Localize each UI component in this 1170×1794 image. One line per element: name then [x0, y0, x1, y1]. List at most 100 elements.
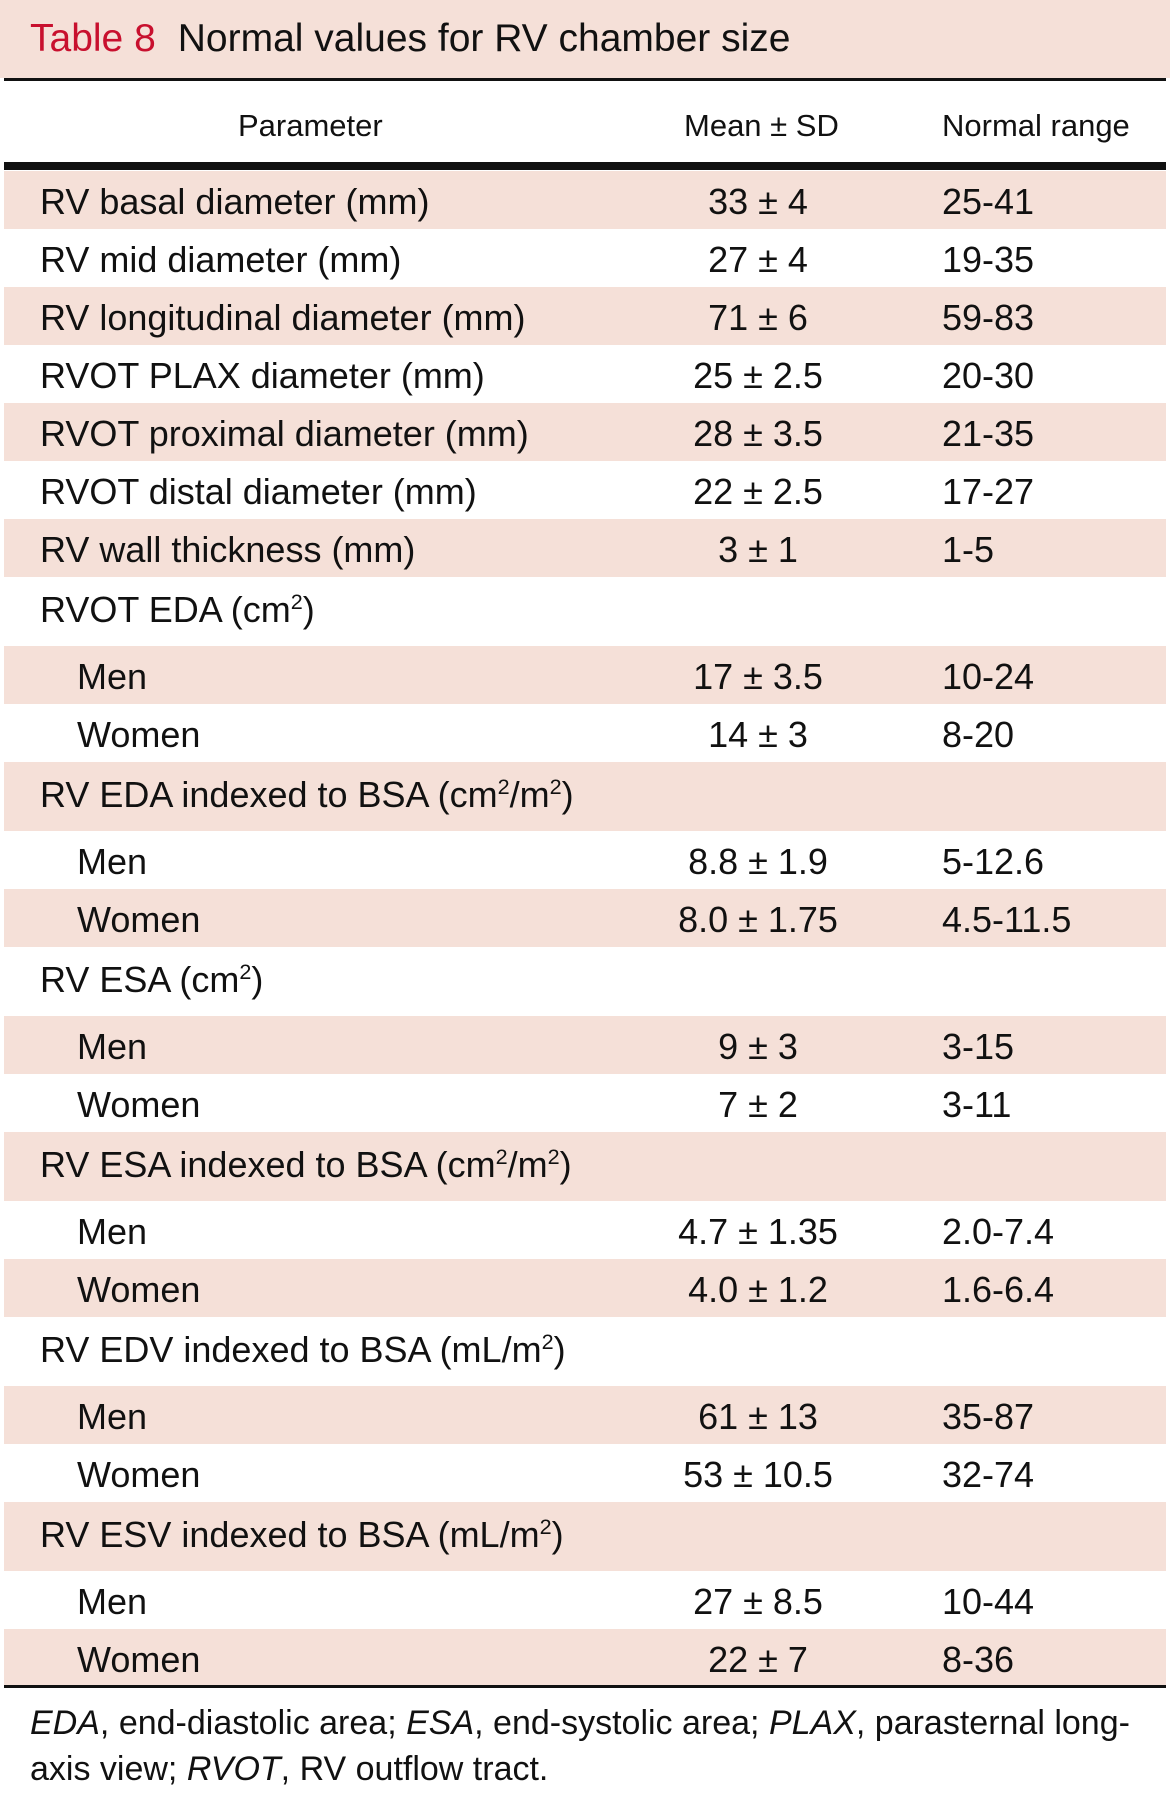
- mean-sd-cell: 33 ± 4: [708, 181, 808, 222]
- table-title-text: Normal values for RV chamber size: [177, 17, 791, 60]
- header-normal-range: Normal range: [942, 108, 1130, 143]
- footnote-abbr: RVOT: [186, 1750, 281, 1788]
- parameter-cell: RV longitudinal diameter (mm): [40, 297, 526, 338]
- normal-range-cell: 1.6-6.4: [942, 1269, 1055, 1310]
- table-title: Table 8 Normal values for RV chamber siz…: [0, 0, 1170, 78]
- group-row: RV EDV indexed to BSA (mL/m2): [4, 1317, 1166, 1386]
- group-label: RV EDV indexed to BSA (mL/m2): [40, 1328, 566, 1370]
- table-row: RVOT proximal diameter (mm) 28 ± 3.5 21-35: [4, 403, 1166, 461]
- table-row: RV longitudinal diameter (mm) 71 ± 6 59-83: [4, 287, 1166, 345]
- mean-sd-cell: 4.7 ± 1.35: [678, 1211, 838, 1252]
- normal-range-cell: 3-11: [942, 1084, 1012, 1125]
- mean-sd-cell: 8.8 ± 1.9: [688, 841, 828, 882]
- footnote-definition: , parasternal long-axis view;: [30, 1704, 1130, 1788]
- mean-sd-cell: 22 ± 2.5: [693, 471, 823, 512]
- normal-range-cell: 3-15: [942, 1026, 1015, 1067]
- table-row: Women 7 ± 2 3-11: [4, 1074, 1166, 1132]
- table-row: Women 22 ± 7 8-36: [4, 1629, 1166, 1687]
- normal-range-cell: 2.0-7.4: [942, 1211, 1055, 1252]
- normal-range-cell: 10-24: [942, 656, 1035, 697]
- parameter-cell: Men: [77, 841, 148, 882]
- table-row: Men 27 ± 8.5 10-44: [4, 1571, 1166, 1629]
- parameter-cell: Women: [77, 1269, 201, 1310]
- group-label: RV ESA indexed to BSA (cm2/m2): [40, 1143, 572, 1185]
- parameter-cell: Men: [77, 1211, 148, 1252]
- normal-range-cell: 8-20: [942, 714, 1015, 755]
- mean-sd-cell: 22 ± 7: [708, 1639, 808, 1680]
- mean-sd-cell: 14 ± 3: [708, 714, 808, 755]
- normal-range-cell: 5-12.6: [942, 841, 1045, 882]
- normal-range-cell: 20-30: [942, 355, 1035, 396]
- footnote-definition: , RV outflow tract.: [280, 1750, 549, 1788]
- mean-sd-cell: 61 ± 13: [698, 1396, 818, 1437]
- mean-sd-cell: 17 ± 3.5: [693, 656, 823, 697]
- parameter-cell: Men: [77, 1026, 148, 1067]
- mean-sd-cell: 8.0 ± 1.75: [678, 899, 838, 940]
- table-row: RV basal diameter (mm) 33 ± 4 25-41: [4, 171, 1166, 229]
- group-label: RV ESA (cm2): [40, 958, 264, 1000]
- table-row: RVOT PLAX diameter (mm) 25 ± 2.5 20-30: [4, 345, 1166, 403]
- normal-range-cell: 25-41: [942, 181, 1035, 222]
- mean-sd-cell: 53 ± 10.5: [683, 1454, 833, 1495]
- normal-range-cell: 21-35: [942, 413, 1035, 454]
- table-row: Men 4.7 ± 1.35 2.0-7.4: [4, 1201, 1166, 1259]
- group-label: RV EDA indexed to BSA (cm2/m2): [40, 773, 574, 815]
- table-row: RVOT distal diameter (mm) 22 ± 2.5 17-27: [4, 461, 1166, 519]
- footnote: EDA, end-diastolic area; ESA, end-systol…: [30, 1700, 1155, 1792]
- normal-range-cell: 35-87: [942, 1396, 1035, 1437]
- mean-sd-cell: 9 ± 3: [718, 1026, 798, 1067]
- mean-sd-cell: 71 ± 6: [708, 297, 808, 338]
- table-row: Women 14 ± 3 8-20: [4, 704, 1166, 762]
- normal-range-cell: 19-35: [942, 239, 1035, 280]
- header-mean-sd: Mean ± SD: [684, 108, 839, 143]
- table-row: Men 8.8 ± 1.9 5-12.6: [4, 831, 1166, 889]
- normal-range-cell: 32-74: [942, 1454, 1035, 1495]
- mean-sd-cell: 27 ± 4: [708, 239, 808, 280]
- parameter-cell: Men: [77, 1396, 148, 1437]
- footnote-abbr: EDA: [30, 1704, 100, 1742]
- normal-range-cell: 17-27: [942, 471, 1035, 512]
- group-row: RV ESA (cm2): [4, 947, 1166, 1016]
- mean-sd-cell: 27 ± 8.5: [693, 1581, 823, 1622]
- group-row: RV ESA indexed to BSA (cm2/m2): [4, 1132, 1166, 1201]
- parameter-cell: RV mid diameter (mm): [40, 239, 402, 280]
- parameter-cell: Women: [77, 1639, 201, 1680]
- table-row: Men 17 ± 3.5 10-24: [4, 646, 1166, 704]
- parameter-cell: RV wall thickness (mm): [40, 529, 416, 570]
- table-row: Women 4.0 ± 1.2 1.6-6.4: [4, 1259, 1166, 1317]
- parameter-cell: Women: [77, 1454, 201, 1495]
- parameter-cell: Women: [77, 1084, 201, 1125]
- parameter-cell: RVOT proximal diameter (mm): [40, 413, 529, 454]
- mean-sd-cell: 3 ± 1: [718, 529, 798, 570]
- normal-range-cell: 59-83: [942, 297, 1035, 338]
- footnote-abbr: PLAX: [768, 1704, 856, 1742]
- group-label: RVOT EDA (cm2): [40, 588, 315, 630]
- group-row: RV EDA indexed to BSA (cm2/m2): [4, 762, 1166, 831]
- bottom-rule: [4, 1685, 1166, 1688]
- group-row: RVOT EDA (cm2): [4, 577, 1166, 646]
- table-header: Parameter Mean ± SD Normal range: [0, 90, 1170, 160]
- normal-range-cell: 8-36: [942, 1639, 1015, 1680]
- group-label: RV ESV indexed to BSA (mL/m2): [40, 1513, 564, 1555]
- table-number: Table 8: [30, 17, 156, 60]
- table-row: Women 53 ± 10.5 32-74: [4, 1444, 1166, 1502]
- mean-sd-cell: 7 ± 2: [718, 1084, 798, 1125]
- parameter-cell: Men: [77, 656, 148, 697]
- parameter-cell: RVOT PLAX diameter (mm): [40, 355, 485, 396]
- table-row: RV mid diameter (mm) 27 ± 4 19-35: [4, 229, 1166, 287]
- parameter-cell: Women: [77, 714, 201, 755]
- mean-sd-cell: 25 ± 2.5: [693, 355, 823, 396]
- group-row: RV ESV indexed to BSA (mL/m2): [4, 1502, 1166, 1571]
- parameter-cell: RV basal diameter (mm): [40, 181, 430, 222]
- table-body: RV basal diameter (mm) 33 ± 4 25-41 RV mid …: [4, 171, 1166, 1687]
- header-parameter: Parameter: [238, 108, 383, 143]
- table-row: Men 9 ± 3 3-15: [4, 1016, 1166, 1074]
- top-rule: [4, 78, 1166, 81]
- table-row: Men 61 ± 13 35-87: [4, 1386, 1166, 1444]
- mean-sd-cell: 4.0 ± 1.2: [688, 1269, 828, 1310]
- normal-range-cell: 4.5-11.5: [942, 899, 1072, 940]
- normal-range-cell: 10-44: [942, 1581, 1035, 1622]
- footnote-abbr: ESA: [406, 1704, 475, 1742]
- parameter-cell: Women: [77, 899, 201, 940]
- mean-sd-cell: 28 ± 3.5: [693, 413, 823, 454]
